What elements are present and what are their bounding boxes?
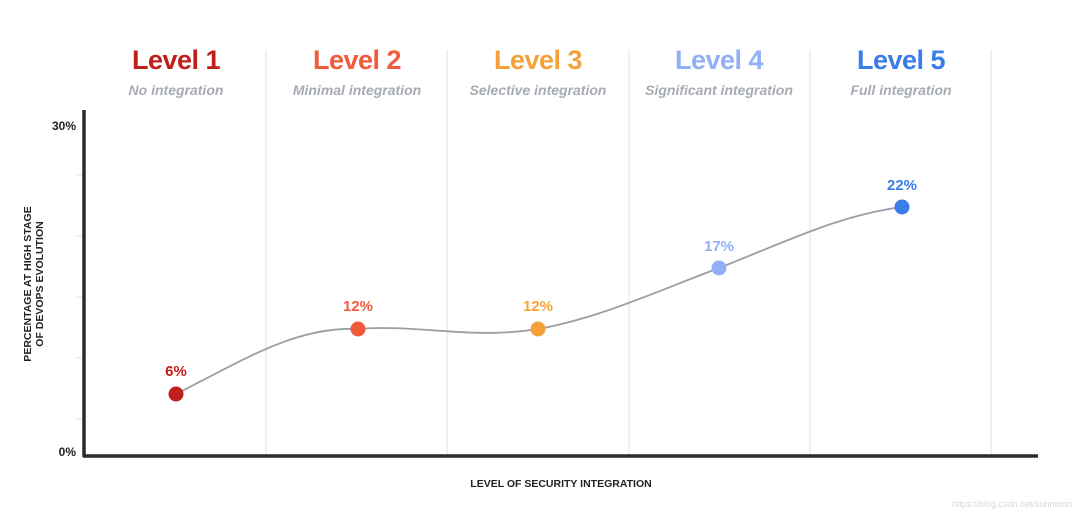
level-3-subtitle: Selective integration xyxy=(469,82,607,98)
level-4-title: Level 4 xyxy=(674,45,764,75)
level-2-title: Level 2 xyxy=(312,45,402,75)
y-tick-0: 0% xyxy=(58,445,76,459)
level-4-subtitle: Significant integration xyxy=(645,82,793,98)
level-3-title: Level 3 xyxy=(493,45,583,75)
data-point-level-2 xyxy=(350,321,366,337)
point-label-level-4: 17% xyxy=(703,238,735,255)
data-point-level-4 xyxy=(711,260,727,276)
y-tick-30: 30% xyxy=(51,119,76,133)
y-minor-ticks xyxy=(76,174,82,420)
y-axis-title-line-1: PERCENTAGE AT HIGH STAGE xyxy=(22,206,34,362)
level-5-title: Level 5 xyxy=(856,45,946,75)
level-1-title: Level 1 xyxy=(131,45,221,75)
point-label-level-1: 6% xyxy=(165,363,187,380)
level-2-subtitle: Minimal integration xyxy=(292,82,422,98)
point-label-level-5: 22% xyxy=(886,177,918,194)
watermark: https://blog.csdn.net/sunmoon xyxy=(951,499,1072,509)
column-dividers xyxy=(265,50,992,455)
y-axis-title-line-2: OF DEVOPS EVOLUTION xyxy=(34,221,46,347)
level-1-subtitle: No integration xyxy=(128,82,224,98)
x-axis-title: LEVEL OF SECURITY INTEGRATION xyxy=(470,478,652,490)
level-5-subtitle: Full integration xyxy=(850,82,952,98)
data-point-level-5 xyxy=(894,199,910,215)
data-point-level-1 xyxy=(168,386,184,402)
y-axis-title: PERCENTAGE AT HIGH STAGE OF DEVOPS EVOLU… xyxy=(22,174,46,394)
data-point-level-3 xyxy=(530,321,546,337)
point-label-level-2: 12% xyxy=(342,298,374,315)
point-label-level-3: 12% xyxy=(522,298,554,315)
